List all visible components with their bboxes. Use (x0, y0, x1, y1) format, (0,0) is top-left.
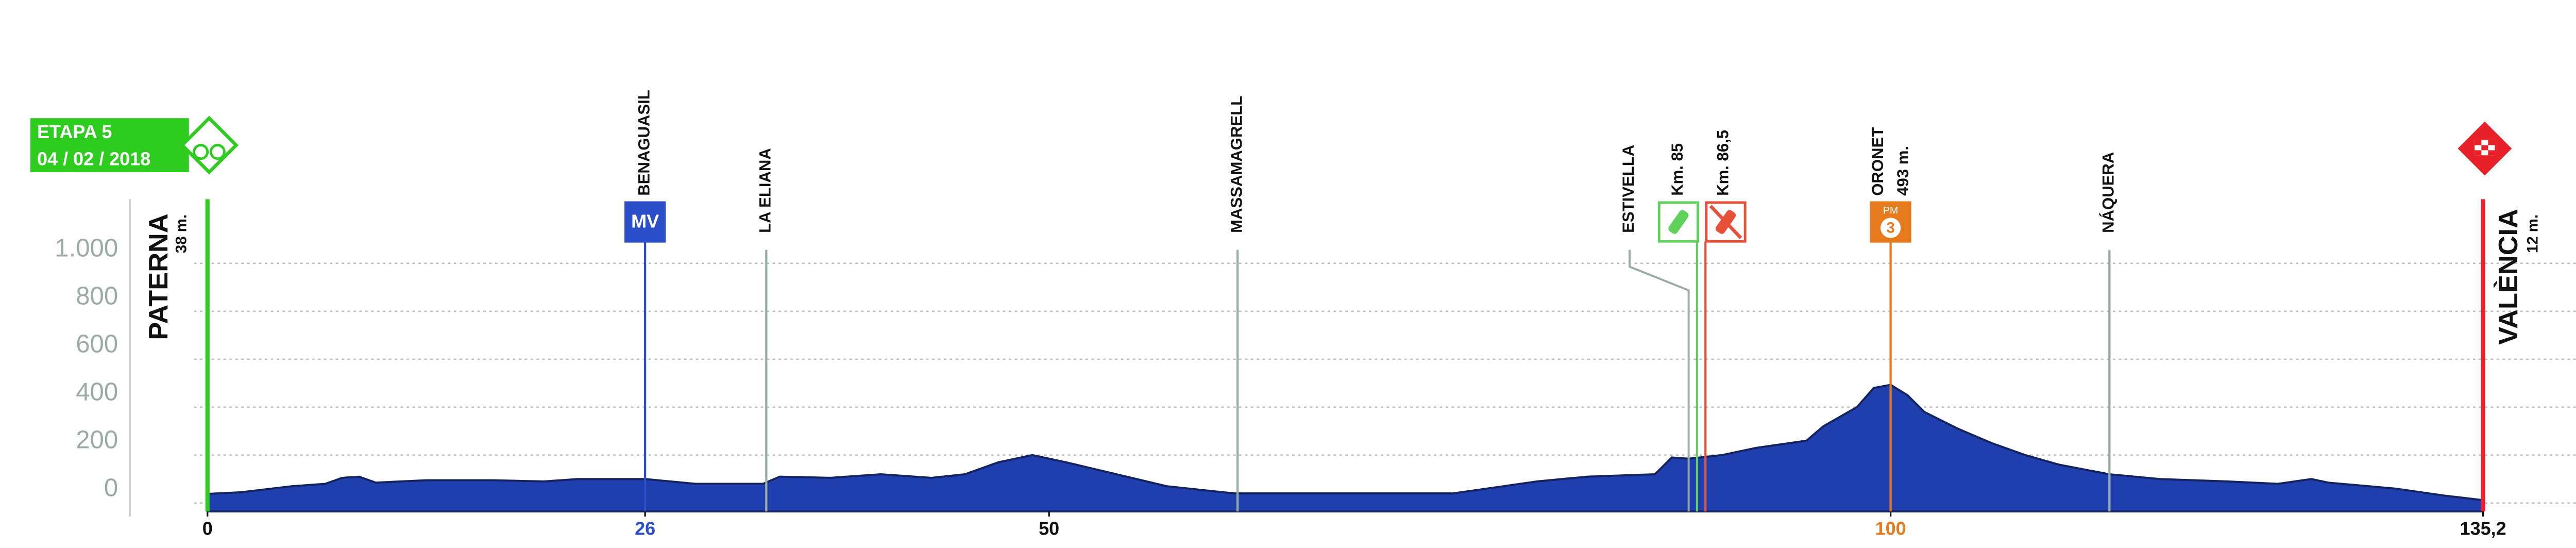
stage-icon (179, 115, 239, 175)
poi-name: LA ELIANA (756, 148, 774, 233)
finish-flag-checker (2475, 140, 2482, 145)
y-tick-label: 200 (76, 426, 118, 454)
poi-badge (624, 201, 666, 243)
finish-flag-checker (2488, 150, 2495, 156)
y-tick-label: 1.000 (55, 235, 118, 262)
poi-altitude: 493 m. (1894, 146, 1912, 196)
poi-name: Km. 85 (1668, 143, 1686, 196)
poi-name: Km. 86,5 (1714, 130, 1732, 196)
finish-flag-checker (2481, 145, 2488, 151)
poi-badge-icon (1668, 210, 1689, 234)
poi-leader (1629, 250, 1690, 512)
y-tick-label: 0 (104, 474, 118, 502)
stage-label: ETAPA 5 (37, 121, 112, 142)
bike-wheel (209, 144, 226, 160)
poi-badge-circle (1880, 218, 1901, 238)
x-tick-label: 50 (1039, 518, 1059, 539)
finish-altitude: 12 m. (2524, 214, 2541, 253)
x-tick-label: 100 (1875, 518, 1906, 539)
poi-name: ESTIVELLA (1619, 145, 1637, 233)
y-tick-label: 800 (76, 283, 118, 310)
elevation-area (206, 384, 2484, 513)
poi-badge-cross (1709, 205, 1742, 239)
bike-wheel (193, 144, 209, 160)
y-tick-label: 400 (76, 378, 118, 406)
poi-badge-label: MV (631, 211, 659, 232)
x-tick-label: 0 (202, 518, 213, 539)
poi-name: BENAGUASIL (635, 90, 653, 196)
stage-date: 04 / 02 / 2018 (37, 148, 150, 170)
y-tick-label: 600 (76, 330, 118, 358)
poi-badge-label: PM (1883, 205, 1898, 216)
finish-flag-checker (2488, 140, 2495, 145)
start-name: PATERNA (144, 213, 174, 340)
poi-name: NÁQUERA (2099, 152, 2117, 233)
start-altitude: 38 m. (173, 214, 190, 253)
x-tick-label: 26 (635, 518, 655, 539)
finish-flag-checker (2475, 150, 2482, 156)
poi-category: 3 (1886, 219, 1894, 236)
finish-name: VALÈNCIA (2494, 209, 2523, 345)
poi-name: ORONET (1869, 127, 1887, 196)
stage-box (30, 118, 189, 172)
poi-name: MASSAMAGRELL (1227, 96, 1245, 233)
x-tick-label: 135,2 (2460, 518, 2506, 539)
